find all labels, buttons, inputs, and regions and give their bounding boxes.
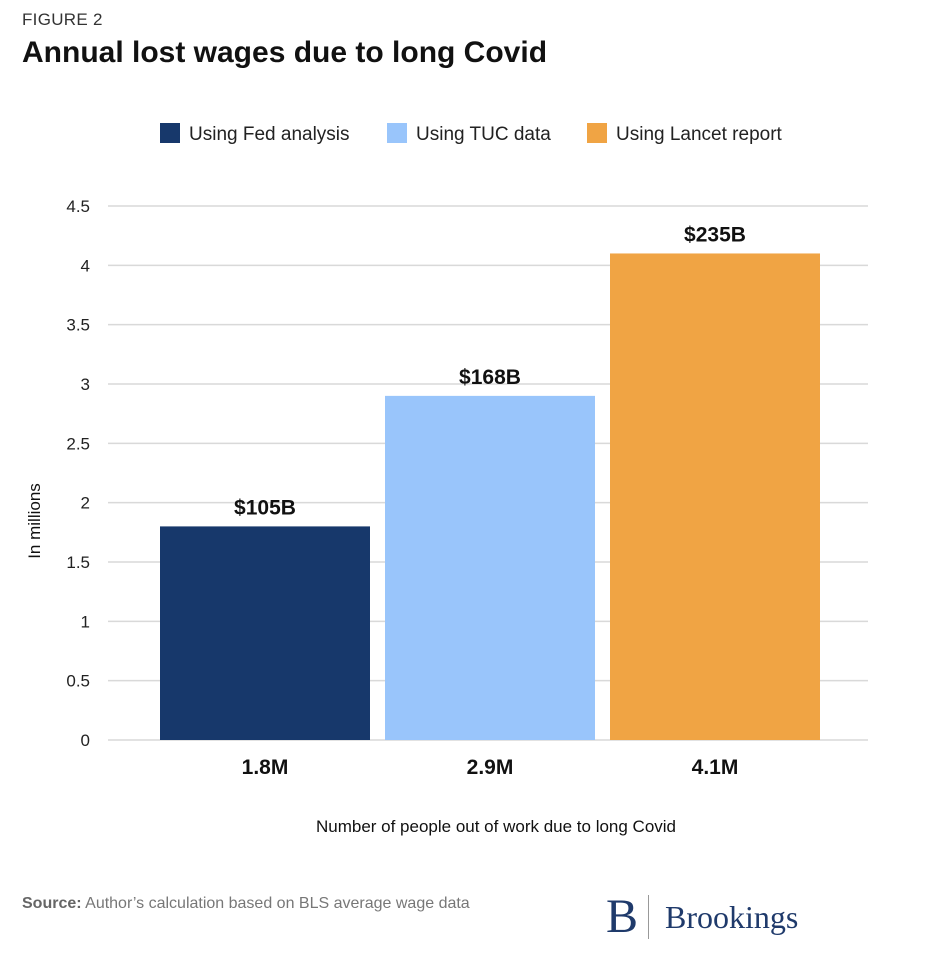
x-category-label: 2.9M	[467, 756, 514, 779]
source-label: Source:	[22, 895, 82, 912]
y-tick-label: 4.5	[66, 197, 90, 216]
data-label: $235B	[684, 223, 746, 246]
legend: Using Fed analysis Using TUC data Using La…	[160, 123, 783, 145]
brand-letter: B	[606, 890, 639, 943]
chart-title: Annual lost wages due to long Covid	[22, 36, 548, 69]
bar-2-9m	[385, 395, 595, 740]
x-category-label: 1.8M	[242, 756, 289, 779]
legend-swatch	[387, 123, 407, 143]
x-axis-title: Number of people out of work due to long…	[316, 817, 676, 836]
data-labels: $105B $168B $235B	[234, 223, 746, 519]
legend-label: Using Fed analysis	[189, 124, 350, 145]
y-tick-label: 2.5	[66, 434, 90, 453]
x-category-label: 4.1M	[692, 756, 739, 779]
y-tick-label: 3.5	[66, 316, 90, 335]
source-text: Author’s calculation based on BLS averag…	[85, 895, 470, 912]
bar-1-8m	[160, 526, 370, 740]
data-label: $105B	[234, 496, 296, 519]
brand-divider	[648, 895, 650, 939]
bars	[160, 253, 820, 740]
y-axis-title: In millions	[25, 483, 44, 559]
x-axis-categories: 1.8M 2.9M 4.1M	[242, 756, 739, 779]
y-tick-label: 0.5	[66, 672, 90, 691]
legend-label: Using Lancet report	[616, 124, 783, 145]
y-tick-label: 0	[81, 731, 90, 750]
y-axis-ticks: 0 0.5 1 1.5 2 2.5 3 3.5 4 4.5	[66, 197, 90, 750]
brookings-logo: B Brookings	[606, 893, 798, 941]
bar-4-1m	[610, 253, 820, 740]
y-tick-label: 3	[81, 375, 90, 394]
y-tick-label: 4	[81, 256, 90, 275]
brand-name: Brookings	[665, 898, 799, 935]
figure-label: FIGURE 2	[22, 10, 103, 29]
legend-swatch	[587, 123, 607, 143]
y-tick-label: 1.5	[66, 553, 90, 572]
bar-chart: Using Fed analysis Using TUC data Using La…	[25, 123, 868, 836]
y-tick-label: 2	[81, 494, 90, 513]
legend-swatch	[160, 123, 180, 143]
source-note: Source: Author’s calculation based on BL…	[22, 895, 470, 913]
y-tick-label: 1	[81, 612, 90, 631]
legend-label: Using TUC data	[416, 124, 551, 145]
data-label: $168B	[459, 366, 521, 389]
